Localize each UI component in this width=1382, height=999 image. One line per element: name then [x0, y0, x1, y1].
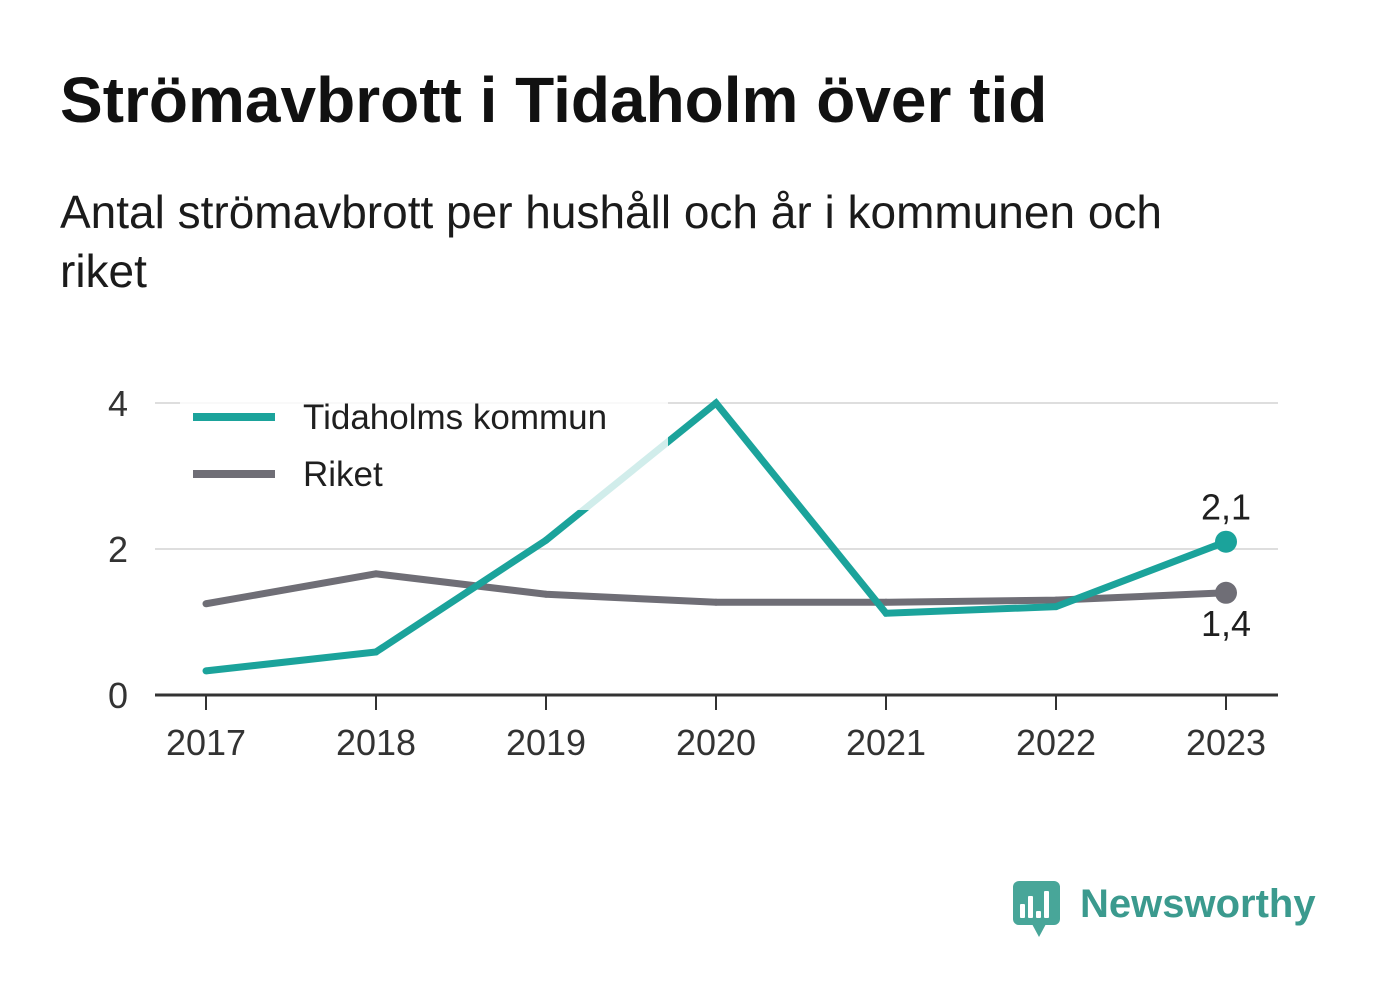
- brand-name: Newsworthy: [1080, 882, 1316, 926]
- end-point-marker: [1215, 581, 1237, 604]
- data-point: [712, 598, 720, 606]
- x-tick-label: 2023: [1186, 722, 1266, 763]
- y-tick-label: 0: [108, 675, 128, 716]
- end-value-label: 1,4: [1201, 603, 1251, 644]
- legend: Tidaholms kommun Riket: [180, 380, 668, 510]
- x-tick-label: 2022: [1016, 722, 1096, 763]
- legend-background: [180, 380, 668, 510]
- x-tick-label: 2018: [336, 722, 416, 763]
- legend-label: Riket: [303, 455, 383, 494]
- end-markers: 2,1 1,4: [1201, 487, 1251, 644]
- data-point: [542, 536, 550, 544]
- data-point: [1052, 596, 1060, 604]
- data-point: [712, 399, 720, 407]
- chart-subtitle: Antal strömavbrott per hushåll och år i …: [60, 186, 1162, 297]
- data-point: [882, 598, 890, 606]
- legend-label: Tidaholms kommun: [303, 398, 607, 437]
- end-value-label: 2,1: [1201, 487, 1251, 528]
- y-tick-label: 2: [108, 529, 128, 570]
- chart-title: Strömavbrott i Tidaholm över tid: [60, 64, 1048, 136]
- data-point: [372, 570, 380, 578]
- x-tick-label: 2017: [166, 722, 246, 763]
- legend-item-riket: Riket: [193, 455, 383, 494]
- data-point: [202, 667, 210, 675]
- data-point: [882, 609, 890, 617]
- end-point-marker: [1215, 530, 1237, 553]
- data-point: [542, 590, 550, 598]
- y-tick-label: 4: [108, 383, 128, 424]
- x-axis: 2017 2018 2019 2020 2021 2022 2023: [155, 693, 1278, 763]
- x-tick-label: 2019: [506, 722, 586, 763]
- legend-item-tidaholms-kommun: Tidaholms kommun: [193, 398, 607, 437]
- data-point: [202, 600, 210, 608]
- x-tick-label: 2020: [676, 722, 756, 763]
- x-tick-label: 2021: [846, 722, 926, 763]
- data-point: [1052, 603, 1060, 611]
- data-point: [372, 648, 380, 656]
- newsworthy-logo-icon: [1012, 880, 1062, 940]
